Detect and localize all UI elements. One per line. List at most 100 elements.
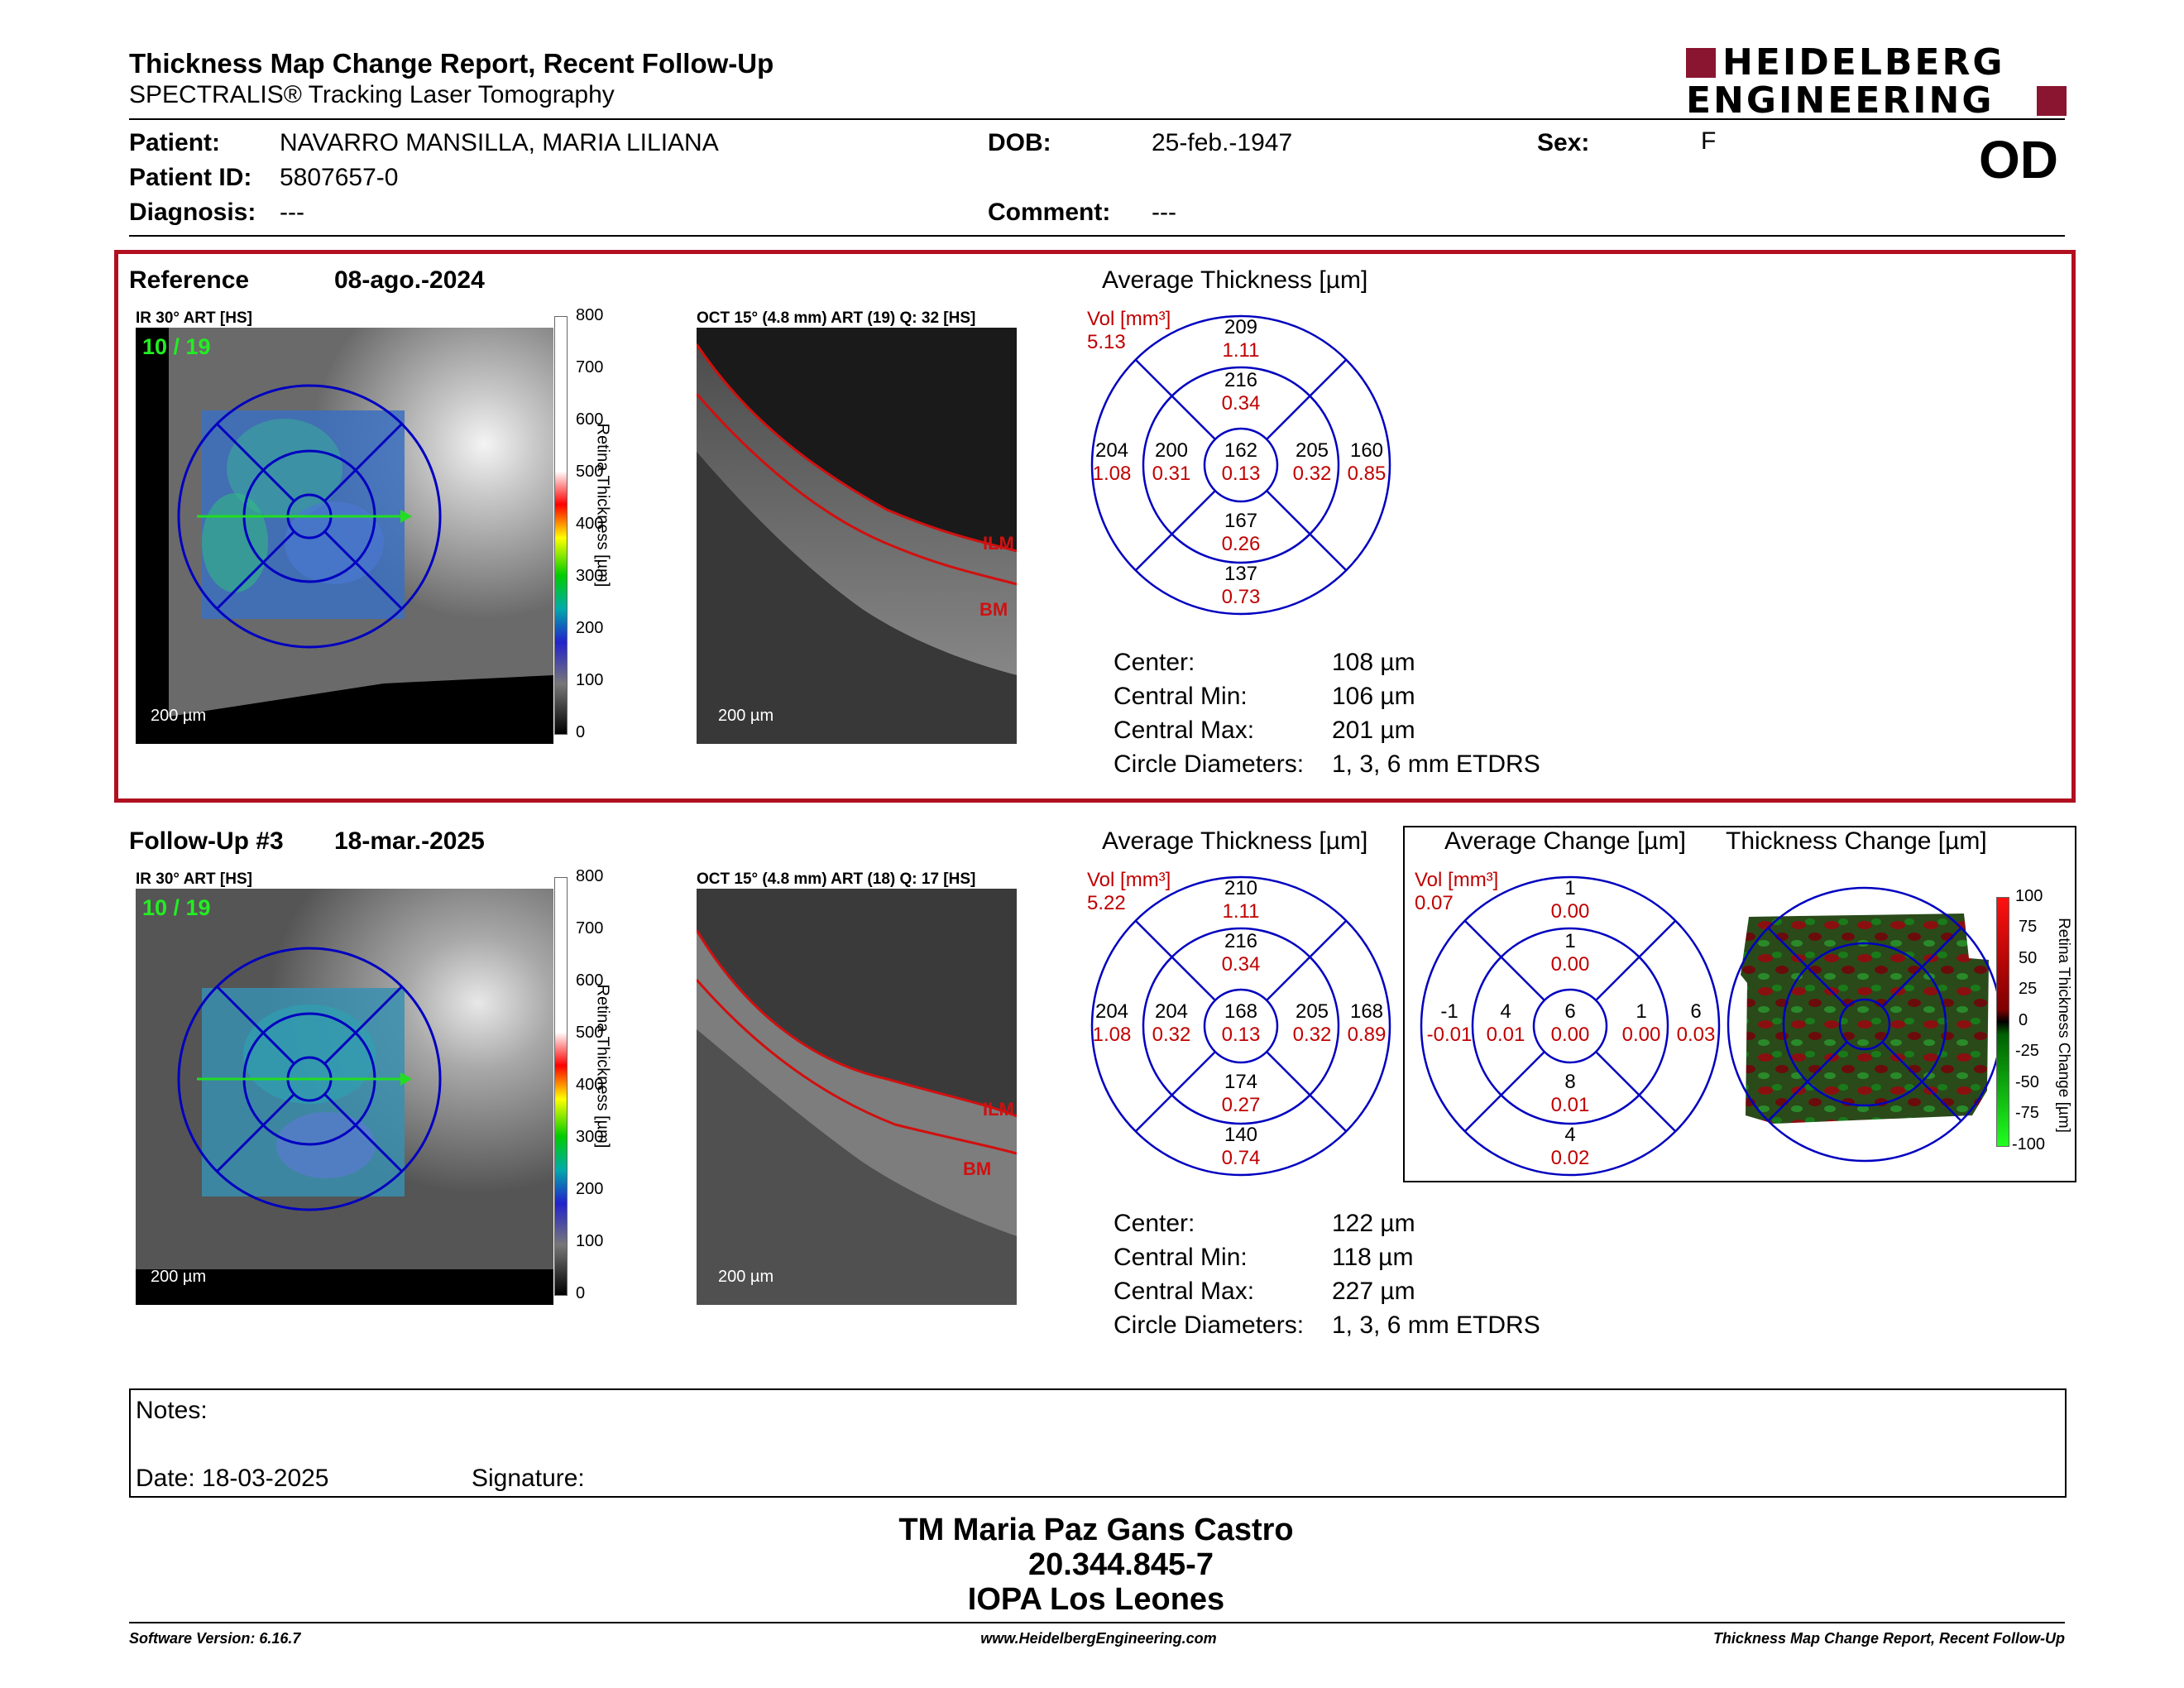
footer-report-name: Thickness Map Change Report, Recent Foll… (1712, 1630, 2065, 1647)
footer-divider (129, 1622, 2065, 1623)
report-title: Thickness Map Change Report, Recent Foll… (129, 48, 774, 79)
heidelberg-logo: HEIDELBERG ENGINEERING (1686, 41, 2067, 122)
ref-sector-inner-inferior: 167 0.26 (1221, 510, 1261, 555)
stat-value: 227 µm (1332, 1278, 1415, 1305)
change-sector-outer-superior: 1 0.00 (1550, 877, 1590, 923)
ref-oct-scale: 200 µm (718, 707, 774, 725)
stat-value: 201 µm (1332, 717, 1415, 744)
change-tick: 50 (2019, 949, 2038, 967)
change-sector-outer-temporal: -1 -0.01 (1426, 1000, 1473, 1046)
cb-tick: 500 (576, 1024, 604, 1042)
stat-label: Central Max: (1114, 717, 1255, 744)
change-tick: -100 (2012, 1135, 2046, 1153)
ref-sector-outer-inferior: 137 0.73 (1221, 563, 1261, 608)
ref-vol-label: Vol [mm³] (1087, 308, 1171, 330)
fu-thickness-colorbar (554, 877, 568, 1296)
ref-ir-scale: 200 µm (151, 707, 207, 725)
eye-label: OD (1979, 130, 2058, 189)
cb-tick: 700 (576, 919, 604, 938)
fu-sector-inner-temporal: 204 0.32 (1152, 1000, 1191, 1046)
sex-value: F (1701, 127, 1717, 155)
cb-tick: 0 (576, 1284, 586, 1302)
diagnosis-label: Diagnosis: (129, 199, 256, 226)
ref-ir-counter: 10 / 19 (142, 334, 211, 359)
followup-date: 18-mar.-2025 (334, 827, 485, 855)
notes-box[interactable] (129, 1388, 2067, 1498)
cb-tick: 400 (576, 515, 604, 533)
change-sector-inner-inferior: 8 0.01 (1550, 1071, 1590, 1116)
fu-avg-thickness-title: Average Thickness [µm] (1102, 827, 1368, 855)
ref-avg-thickness-title: Average Thickness [µm] (1102, 266, 1368, 294)
cb-tick: 100 (576, 1232, 604, 1250)
change-tick: -50 (2015, 1073, 2039, 1091)
fu-sector-outer-superior: 210 1.11 (1222, 877, 1260, 923)
patient-divider (129, 235, 2065, 237)
ref-oct-bscan-image: ILM BM 200 µm (697, 328, 1017, 744)
change-sector-outer-nasal: 6 0.03 (1676, 1000, 1716, 1046)
diagnosis-value: --- (280, 199, 304, 226)
change-scale-label: Retina Thickness Change [µm] (2055, 918, 2072, 1133)
fu-thickness-scale-label: Retina Thickness [µm] (593, 984, 612, 1149)
sex-label: Sex: (1537, 129, 1590, 156)
change-sector-inner-superior: 1 0.00 (1550, 930, 1590, 976)
stat-value: 1, 3, 6 mm ETDRS (1332, 1312, 1540, 1339)
patient-id: 5807657-0 (280, 164, 399, 191)
followup-label: Follow-Up #3 (129, 827, 284, 855)
footer-software-version: Software Version: 6.16.7 (129, 1630, 301, 1647)
change-tick: 100 (2015, 887, 2043, 905)
ref-thickness-scale-label: Retina Thickness [µm] (593, 423, 612, 587)
change-box (1403, 826, 2076, 1182)
ref-sector-inner-superior: 216 0.34 (1221, 369, 1261, 415)
signature-institution: IOPA Los Leones (967, 1582, 1225, 1617)
fu-sector-inner-superior: 216 0.34 (1221, 930, 1261, 976)
fu-sector-outer-temporal: 204 1.08 (1092, 1000, 1132, 1046)
reference-panel-frame (114, 250, 2076, 803)
footer-website[interactable]: www.HeidelbergEngineering.com (980, 1630, 1217, 1647)
cb-tick: 800 (576, 867, 604, 885)
ref-sector-outer-nasal: 160 0.85 (1347, 439, 1387, 485)
thickness-change-map (1727, 886, 2003, 1163)
cb-tick: 400 (576, 1076, 604, 1094)
stat-label: Center: (1114, 1210, 1195, 1237)
fu-ir-label: IR 30° ART [HS] (136, 870, 252, 888)
cb-tick: 600 (576, 971, 604, 990)
header-divider (129, 118, 2065, 120)
fu-oct-scale: 200 µm (718, 1268, 774, 1286)
cb-tick: 600 (576, 410, 604, 429)
stat-value: 108 µm (1332, 649, 1415, 676)
ref-sector-center: 162 0.13 (1221, 439, 1261, 485)
ref-ir-label: IR 30° ART [HS] (136, 309, 252, 327)
comment-value: --- (1152, 199, 1176, 226)
logo-line1: HEIDELBERG (1722, 41, 2005, 84)
change-etdrs-grid (1420, 875, 1721, 1177)
fu-oct-bscan-image: ILM BM 200 µm (697, 889, 1017, 1305)
change-tick: 25 (2019, 980, 2038, 998)
change-sector-center: 6 0.00 (1550, 1000, 1590, 1046)
cb-tick: 200 (576, 619, 604, 637)
fu-etdrs-grid (1090, 875, 1391, 1177)
stat-label: Central Min: (1114, 683, 1248, 710)
fu-oct-label: OCT 15° (4.8 mm) ART (18) Q: 17 [HS] (697, 870, 976, 888)
notes-date: Date: 18-03-2025 (136, 1465, 329, 1492)
change-vol-value: 0.07 (1415, 892, 1454, 914)
ref-etdrs-grid (1090, 314, 1391, 616)
fu-ilm-label: ILM (983, 1099, 1014, 1120)
signature-name: TM Maria Paz Gans Castro (898, 1513, 1294, 1547)
change-tick: 0 (2019, 1011, 2028, 1029)
change-tick: -25 (2015, 1042, 2039, 1060)
ref-ir-fundus-image: 10 / 19 200 µm (136, 328, 553, 744)
patient-id-label: Patient ID: (129, 164, 252, 191)
ref-sector-outer-temporal: 204 1.08 (1092, 439, 1132, 485)
change-vol-label: Vol [mm³] (1415, 869, 1499, 891)
stat-value: 118 µm (1332, 1244, 1414, 1271)
fu-vol-value: 5.22 (1087, 892, 1126, 914)
fu-ir-scale: 200 µm (151, 1268, 207, 1286)
fu-ir-counter: 10 / 19 (142, 895, 211, 920)
fu-sector-center: 168 0.13 (1221, 1000, 1261, 1046)
ref-bm-label: BM (979, 599, 1008, 620)
ref-sector-inner-nasal: 205 0.32 (1292, 439, 1332, 485)
comment-label: Comment: (988, 199, 1111, 226)
change-colorbar (1996, 897, 2009, 1147)
dob-label: DOB: (988, 129, 1051, 156)
change-sector-outer-inferior: 4 0.02 (1550, 1124, 1590, 1169)
